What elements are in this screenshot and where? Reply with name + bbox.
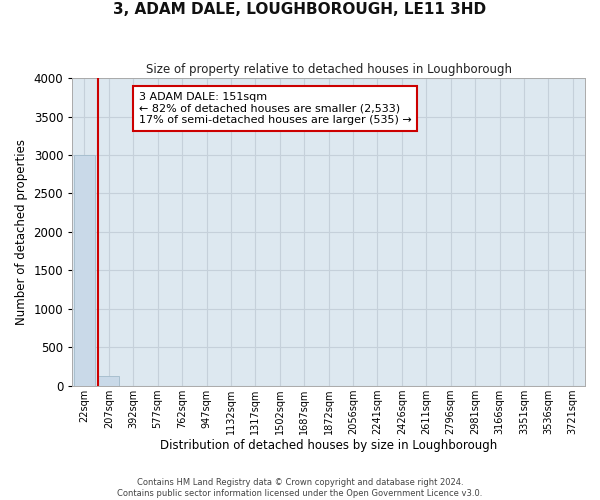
Text: 3 ADAM DALE: 151sqm
← 82% of detached houses are smaller (2,533)
17% of semi-det: 3 ADAM DALE: 151sqm ← 82% of detached ho…: [139, 92, 412, 125]
Bar: [74, 155, 95, 386]
Text: 3, ADAM DALE, LOUGHBOROUGH, LE11 3HD: 3, ADAM DALE, LOUGHBOROUGH, LE11 3HD: [113, 2, 487, 18]
Title: Size of property relative to detached houses in Loughborough: Size of property relative to detached ho…: [146, 62, 512, 76]
X-axis label: Distribution of detached houses by size in Loughborough: Distribution of detached houses by size …: [160, 440, 497, 452]
Bar: [98, 376, 119, 386]
Y-axis label: Number of detached properties: Number of detached properties: [15, 139, 28, 325]
Text: Contains HM Land Registry data © Crown copyright and database right 2024.
Contai: Contains HM Land Registry data © Crown c…: [118, 478, 482, 498]
